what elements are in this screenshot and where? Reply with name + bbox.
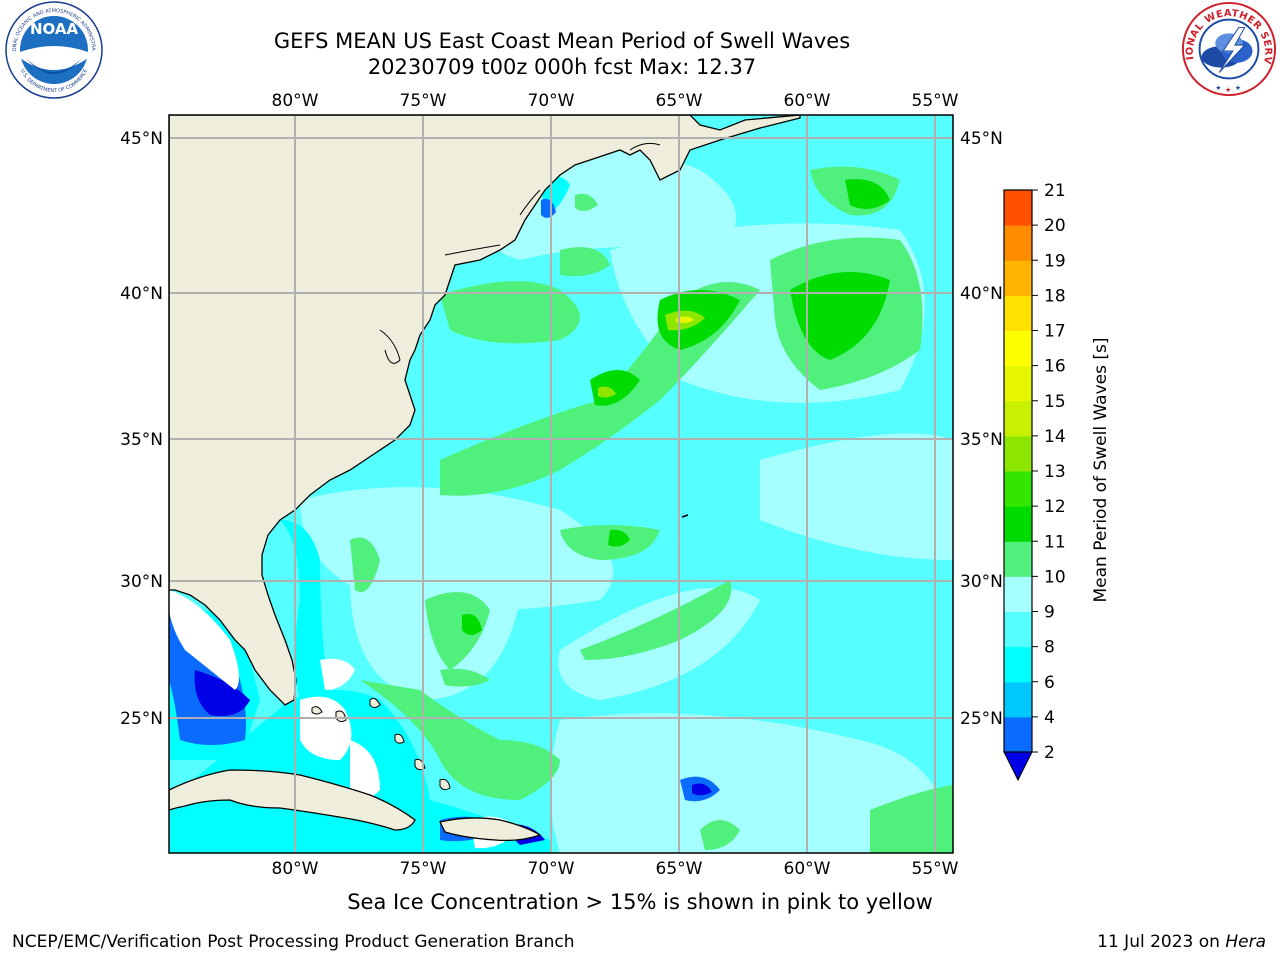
colorbar-segment <box>1004 506 1032 542</box>
lon-label-top: 55°W <box>912 91 959 111</box>
map-gridlines <box>169 115 953 853</box>
svg-text:★: ★ <box>1225 86 1231 94</box>
colorbar-segment <box>1004 330 1032 367</box>
lon-label-top: 60°W <box>784 91 831 111</box>
colorbar: 2 4 6 8 9 10 11 12 13 14 15 16 17 18 19 20 21 <box>1003 181 1066 782</box>
land-bermuda <box>681 514 689 518</box>
nws-logo: NATIONAL WEATHER SERVICE ★ ★ ★ <box>1180 0 1277 97</box>
lon-label-bottom: 75°W <box>400 859 447 879</box>
colorbar-tick-label: 20 <box>1044 216 1066 236</box>
lat-label-left: 25°N <box>120 709 163 729</box>
colorbar-tick-label: 18 <box>1044 286 1066 306</box>
map-field <box>169 115 953 853</box>
footer-host: Hera <box>1225 932 1266 952</box>
colorbar-segment <box>1004 190 1032 226</box>
colorbar-extend-triangle <box>1003 751 1033 782</box>
colorbar-segment <box>1004 611 1032 648</box>
colorbar-segment <box>1004 365 1032 402</box>
noaa-logo-text: NOAA <box>30 20 79 38</box>
noaa-logo: NOAA NATIONAL OCEANIC AND ATMOSPHERIC AD… <box>4 0 103 99</box>
lat-label-right: 25°N <box>960 709 1003 729</box>
lat-label-right: 45°N <box>960 129 1003 149</box>
lon-label-top: 80°W <box>272 91 319 111</box>
colorbar-segment <box>1004 225 1032 261</box>
lat-label-left: 45°N <box>120 129 163 149</box>
lon-label-bottom: 60°W <box>784 859 831 879</box>
colorbar-segment <box>1004 435 1032 472</box>
chart-subtitle: 20230709 t00z 000h fcst Max: 12.37 <box>367 55 757 79</box>
lon-label-top: 65°W <box>656 91 703 111</box>
lon-label-bottom: 80°W <box>272 859 319 879</box>
colorbar-tick-label: 21 <box>1044 181 1066 201</box>
lat-label-left: 40°N <box>120 284 163 304</box>
colorbar-tick-label: 14 <box>1044 427 1066 447</box>
land-north-america <box>169 115 801 706</box>
colorbar-segment <box>1004 295 1032 331</box>
colorbar-tick-label: 17 <box>1044 322 1066 342</box>
colorbar-segment <box>1004 400 1032 437</box>
footer-date: 11 Jul 2023 on Hera <box>1097 932 1266 952</box>
colorbar-tick-label: 4 <box>1044 708 1055 728</box>
lat-label-right: 40°N <box>960 284 1003 304</box>
colorbar-label: Mean Period of Swell Waves [s] <box>1091 338 1111 603</box>
colorbar-tick-label: 13 <box>1044 462 1066 482</box>
land-hispaniola <box>439 817 542 842</box>
colorbar-segment <box>1004 541 1032 577</box>
lon-label-top: 75°W <box>400 91 447 111</box>
colorbar-segment <box>1004 716 1032 753</box>
footer-credit: NCEP/EMC/Verification Post Processing Pr… <box>12 932 575 952</box>
colorbar-tick-label: 15 <box>1044 392 1066 412</box>
period-max-region <box>676 316 694 324</box>
colorbar-segment <box>1004 681 1032 718</box>
colorbar-tick-label: 10 <box>1044 567 1066 587</box>
colorbar-segment <box>1004 646 1032 683</box>
sea-ice-note: Sea Ice Concentration > 15% is shown in … <box>347 890 933 914</box>
colorbar-tick-label: 2 <box>1044 743 1055 763</box>
coastline-details <box>379 142 661 364</box>
colorbar-tick-label: 6 <box>1044 673 1055 693</box>
lon-label-bottom: 55°W <box>912 859 959 879</box>
lat-label-right: 35°N <box>960 430 1003 450</box>
chart-title: GEFS MEAN US East Coast Mean Period of S… <box>273 29 851 53</box>
colorbar-tick-label: 16 <box>1044 357 1066 377</box>
colorbar-tick-label: 11 <box>1044 532 1066 552</box>
svg-text:★: ★ <box>1215 84 1221 92</box>
lat-label-right: 30°N <box>960 572 1003 592</box>
colorbar-tick-label: 12 <box>1044 497 1066 517</box>
lat-label-left: 35°N <box>120 430 163 450</box>
colorbar-segment <box>1004 471 1032 507</box>
footer-date-text: 11 Jul 2023 on <box>1097 932 1220 952</box>
lon-label-bottom: 65°W <box>656 859 703 879</box>
colorbar-tick-label: 19 <box>1044 251 1066 271</box>
lat-label-left: 30°N <box>120 572 163 592</box>
colorbar-segment <box>1004 576 1032 612</box>
colorbar-tick-label: 8 <box>1044 638 1055 658</box>
colorbar-tick-label: 9 <box>1044 603 1055 623</box>
lon-label-bottom: 70°W <box>528 859 575 879</box>
svg-text:★: ★ <box>1235 84 1241 92</box>
map-frame <box>168 114 954 854</box>
land-cuba <box>169 769 416 831</box>
lon-label-top: 70°W <box>528 91 575 111</box>
colorbar-segment <box>1004 260 1032 296</box>
